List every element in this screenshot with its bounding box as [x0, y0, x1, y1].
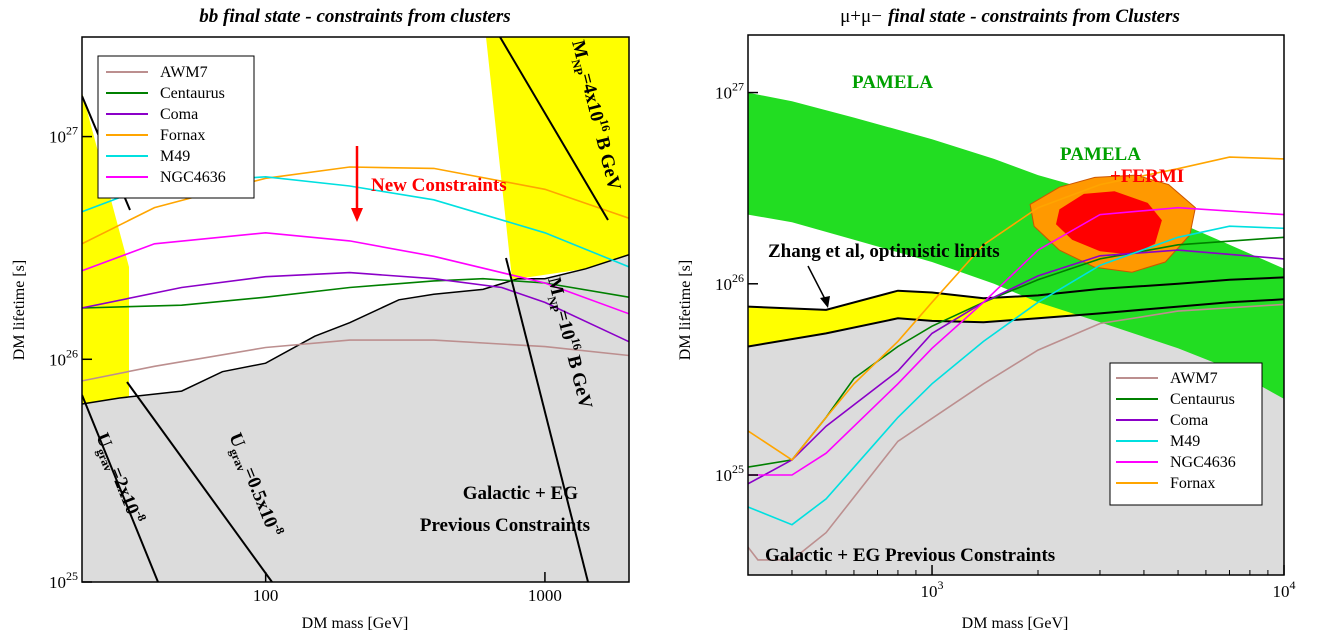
zhang-label: Zhang et al, optimistic limits — [768, 241, 1000, 262]
left-legend — [97, 55, 255, 199]
right-region-label: Galactic + EG Previous Constraints — [765, 545, 1055, 566]
zhang-arrow — [807, 265, 827, 302]
mnp-band-region — [486, 37, 629, 279]
left-y-tick-label: 1026 — [49, 346, 78, 369]
pamela-fermi-label-1: PAMELA — [1060, 144, 1141, 165]
previous-constraints-region — [82, 254, 629, 582]
pamela-label: PAMELA — [852, 72, 933, 93]
series-line-ngc4636 — [748, 206, 1284, 476]
right-series-lines — [748, 156, 1284, 561]
series-line-coma — [82, 271, 629, 343]
right-plot-frame — [747, 34, 1285, 576]
new-constraints-label: New Constraints — [371, 175, 507, 196]
right-previous-boundary-line — [748, 298, 1284, 348]
right-legend — [1109, 362, 1263, 506]
new-constraints-arrowhead — [351, 208, 363, 222]
right-x-axis-label: DM mass [GeV] — [962, 615, 1069, 632]
left-y-axis-label: DM lifetime [s] — [11, 260, 28, 360]
ugrav-2x10-line — [82, 394, 159, 582]
right-legend-label-m49: M49 — [1170, 433, 1200, 450]
left-region-label-1: Galactic + EG — [463, 483, 579, 504]
pamela-band — [748, 92, 1284, 399]
series-line-awm7 — [748, 303, 1284, 561]
series-line-m49 — [748, 225, 1284, 526]
right-legend-label-centaurus: Centaurus — [1170, 391, 1235, 408]
left-chart: bb final state - constraints from cluste… — [11, 6, 630, 632]
right-y-tick-label: 1026 — [715, 271, 744, 294]
left-band-region-fill — [82, 92, 129, 404]
previous-constraints-boundary — [82, 253, 629, 405]
left-legend-label-coma: Coma — [160, 106, 198, 123]
ugrav-0.5x10-line — [126, 381, 273, 582]
zhang-arrowhead — [820, 296, 830, 308]
left-legend-label-awm7: AWM7 — [160, 64, 208, 81]
left-x-tick-label: 1000 — [528, 586, 562, 605]
left-legend-label-m49: M49 — [160, 148, 190, 165]
mnp-4x10-line — [499, 37, 609, 221]
right-y-tick-label: 1027 — [715, 80, 744, 103]
right-y-tick-label: 1025 — [715, 462, 744, 485]
pamela-fermi-label-2: +FERMI — [1110, 166, 1184, 187]
right-legend-label-coma: Coma — [1170, 412, 1208, 429]
left-regions — [82, 37, 629, 582]
left-axis-ticks: 100 1000 1025 1026 1027 — [49, 124, 562, 605]
left-legend-label-ngc4636: NGC4636 — [160, 169, 226, 186]
left-series-lines — [82, 166, 629, 382]
left-legend-label-centaurus: Centaurus — [160, 85, 225, 102]
right-legend-label-fornax: Fornax — [1170, 475, 1215, 492]
optimistic-upper-line — [748, 276, 1284, 311]
series-line-awm7 — [82, 339, 629, 382]
left-chart-title: bb final state - constraints from cluste… — [199, 6, 510, 27]
right-chart-title: μ+μ− final state - constraints from Clust… — [840, 6, 1180, 27]
left-legend-label-fornax: Fornax — [160, 127, 205, 144]
mnp-10-line — [505, 257, 589, 582]
right-legend-label-ngc4636: NGC4636 — [1170, 454, 1236, 471]
left-x-axis-label: DM mass [GeV] — [302, 615, 409, 632]
series-line-fornax — [82, 166, 629, 245]
left-plot-frame — [81, 36, 630, 583]
series-line-fornax — [748, 156, 1284, 461]
series-line-coma — [748, 249, 1284, 485]
right-legend-label-awm7: AWM7 — [1170, 370, 1218, 387]
right-x-tick-label: 103 — [921, 578, 944, 601]
series-line-ngc4636 — [82, 231, 629, 315]
left-region-label-2: Previous Constraints — [420, 515, 590, 536]
left-legend-entries: AWM7 Centaurus Coma Fornax M49 NGC4636 — [106, 64, 226, 186]
right-chart: μ+μ− final state - constraints from Clust… — [677, 6, 1296, 632]
right-legend-entries: AWM7 Centaurus Coma M49 NGC4636 Fornax — [1116, 370, 1236, 492]
left-y-tick-label: 1027 — [49, 124, 78, 147]
right-x-tick-label: 104 — [1273, 578, 1296, 601]
left-x-tick-label: 100 — [253, 586, 279, 605]
right-y-axis-label: DM lifetime [s] — [677, 260, 694, 360]
pamela-fermi-inner-region — [1056, 191, 1162, 255]
right-axis-ticks: 103 104 1025 1026 1027 — [715, 80, 1296, 601]
left-y-tick-label: 1025 — [49, 569, 78, 592]
series-line-centaurus — [82, 277, 629, 309]
